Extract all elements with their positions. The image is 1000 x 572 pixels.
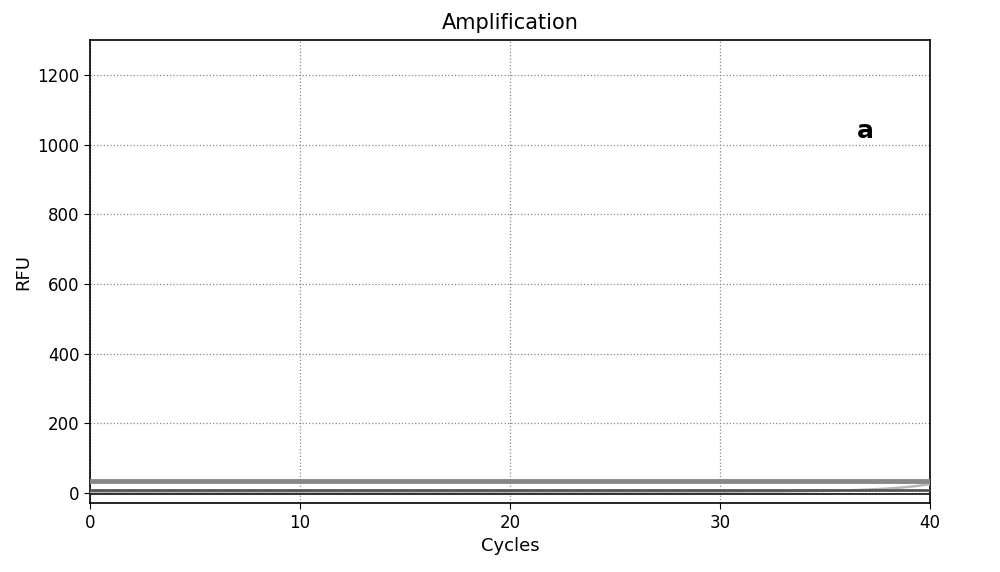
Text: a: a — [856, 118, 874, 142]
Text: bcd: bcd — [0, 571, 1, 572]
Y-axis label: RFU: RFU — [14, 254, 32, 289]
Title: Amplification: Amplification — [442, 13, 578, 33]
X-axis label: Cycles: Cycles — [481, 537, 539, 555]
